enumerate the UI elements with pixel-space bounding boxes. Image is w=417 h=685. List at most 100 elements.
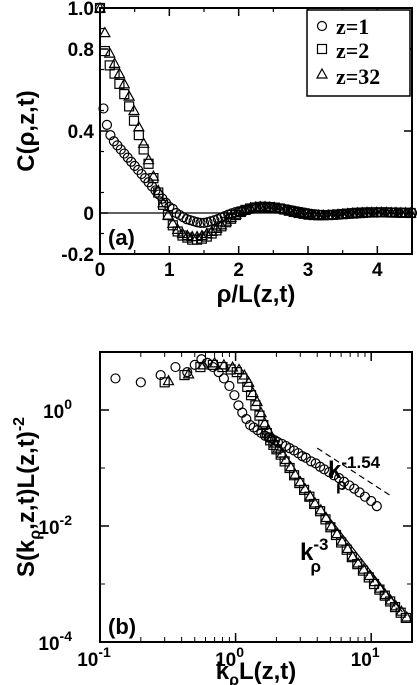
data-point <box>234 205 247 216</box>
panel-b-ylabel: S(kρ,z,t)L(z,t)-2 <box>11 417 44 577</box>
data-point <box>161 208 174 220</box>
data-point <box>208 356 221 368</box>
data-point <box>191 217 203 228</box>
data-point <box>98 103 109 114</box>
y-tick-label: -0.2 <box>61 245 94 266</box>
data-point <box>251 395 264 407</box>
legend-label-z1: z=1 <box>336 14 369 39</box>
data-point <box>142 153 155 165</box>
data-point <box>215 218 228 230</box>
data-point <box>197 358 210 370</box>
data-point <box>389 599 402 611</box>
data-point <box>276 446 289 458</box>
panel-b-markers <box>110 354 413 624</box>
panel-b-guide-lines <box>316 447 403 613</box>
data-point <box>162 374 175 386</box>
x-tick-label: 2 <box>233 260 244 281</box>
data-point <box>179 369 190 381</box>
data-point <box>341 542 354 554</box>
x-tick-label: 10-1 <box>77 644 111 671</box>
panel-b-label: (b) <box>108 614 136 639</box>
data-point <box>166 217 179 228</box>
data-point <box>200 227 213 239</box>
data-point <box>371 501 382 512</box>
data-point <box>328 470 339 481</box>
data-point <box>105 130 116 141</box>
data-point <box>224 380 235 392</box>
data-point <box>294 475 307 487</box>
data-point <box>123 89 136 101</box>
data-point <box>110 373 121 384</box>
y-tick-label: 0.4 <box>68 122 95 143</box>
data-point <box>262 423 275 435</box>
data-point <box>300 452 311 463</box>
data-point <box>138 144 149 155</box>
data-point <box>368 575 381 587</box>
data-point <box>205 225 218 237</box>
data-point <box>229 390 240 401</box>
data-point <box>119 88 130 100</box>
y-tick-label: 0.8 <box>68 40 94 61</box>
legend-label-z32: z=32 <box>336 64 380 89</box>
data-point <box>170 361 181 373</box>
legend-label-z2: z=2 <box>336 38 369 63</box>
data-point <box>103 46 116 58</box>
data-point <box>176 227 189 239</box>
panel-a-label: (a) <box>108 225 135 250</box>
panel-b-xlabel: kρL(z,t) <box>216 658 297 685</box>
panel-b-frame <box>99 351 413 643</box>
y-tick-label: 1.0 <box>68 0 94 20</box>
panel-a: 0 1 2 3 4-0.200.40.81.0 z=1 z=2 z=32 (a) ρ/L… <box>13 0 417 308</box>
data-point <box>93 1 107 13</box>
data-point <box>279 453 292 465</box>
data-point <box>314 503 327 515</box>
data-point <box>338 476 350 487</box>
x-tick-label: 1 <box>164 260 175 281</box>
data-point <box>218 373 230 384</box>
data-point <box>319 464 330 475</box>
legend-marker-triangle <box>315 67 329 79</box>
y-tick-label: 0 <box>83 204 94 225</box>
data-point <box>289 468 302 479</box>
data-point <box>195 229 208 241</box>
data-point <box>336 534 349 546</box>
data-point <box>272 441 285 453</box>
x-tick-label: 101 <box>351 644 380 671</box>
data-point <box>182 367 195 379</box>
data-point <box>268 436 281 448</box>
data-point <box>254 406 268 418</box>
data-point <box>239 203 252 214</box>
data-point <box>237 407 248 418</box>
guide-label-1.54: k-1.54 ρ <box>328 453 381 494</box>
data-point <box>258 416 271 428</box>
panel-a-xlabel: ρ/L(z,t) <box>217 281 296 308</box>
data-point <box>189 359 200 370</box>
legend-marker-circle <box>316 20 328 32</box>
data-point <box>195 217 206 228</box>
data-point <box>308 496 321 508</box>
data-point <box>304 489 317 501</box>
data-point <box>147 169 160 181</box>
data-point <box>366 495 377 507</box>
data-point <box>226 360 239 372</box>
x-tick-label: 0 <box>95 260 106 281</box>
data-point <box>357 562 370 574</box>
data-point <box>346 550 359 561</box>
data-point <box>128 115 140 126</box>
panel-a-legend: z=1 z=2 z=32 <box>306 9 411 97</box>
data-point <box>133 130 144 141</box>
data-point <box>246 386 259 398</box>
data-point <box>233 363 246 375</box>
data-point <box>217 358 230 370</box>
data-point <box>108 57 121 68</box>
data-point <box>238 368 251 380</box>
data-point <box>191 230 204 242</box>
data-point <box>98 26 111 38</box>
data-point <box>152 184 165 196</box>
guide-label-3: k-3 ρ <box>300 535 328 576</box>
data-point <box>395 604 408 616</box>
data-point <box>195 361 206 373</box>
x-tick-label: 4 <box>372 260 383 281</box>
data-point <box>352 556 365 568</box>
